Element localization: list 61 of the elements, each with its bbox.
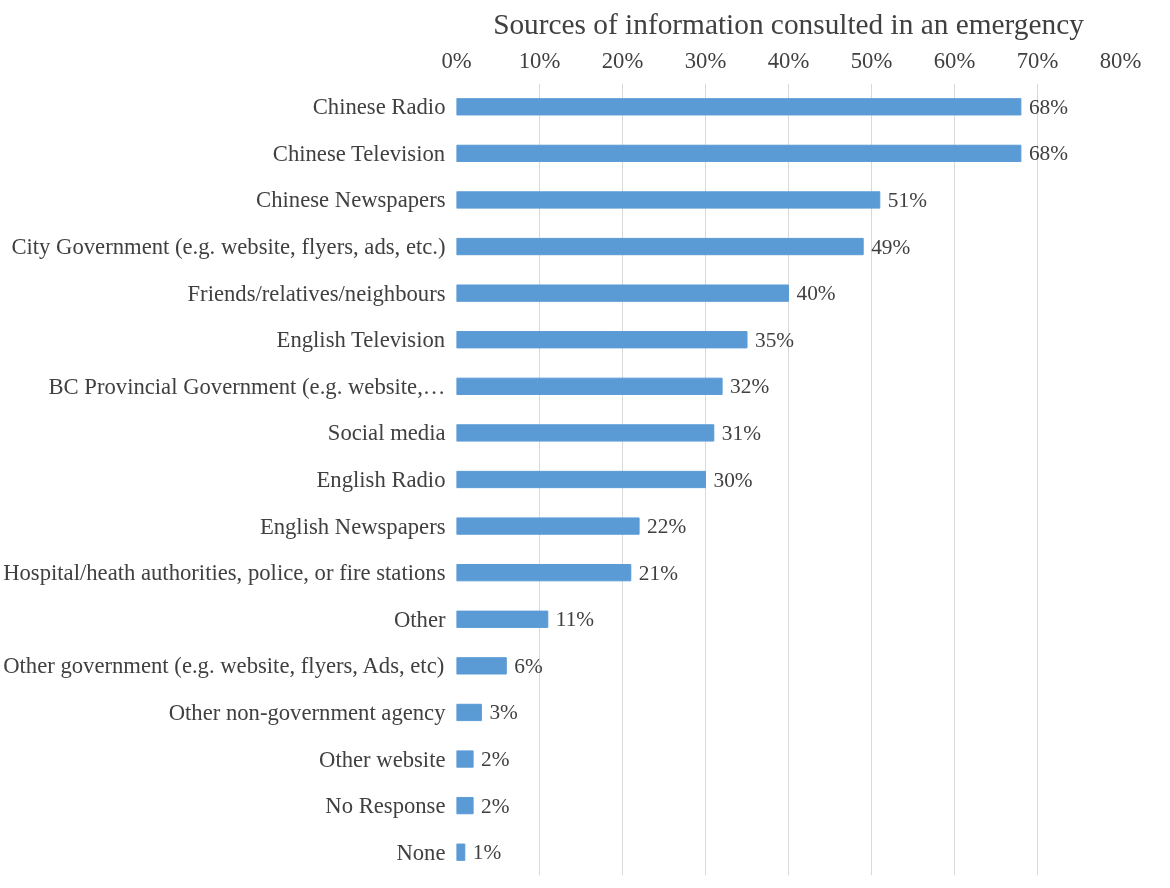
y-tick-label: BC Provincial Government (e.g. website,… <box>48 373 446 399</box>
bar <box>456 191 881 209</box>
bar <box>456 517 640 535</box>
data-label: 49% <box>871 234 911 259</box>
data-label: 32% <box>730 374 770 399</box>
data-label: 68% <box>1028 94 1069 119</box>
y-tick-label: Other website <box>319 746 446 772</box>
y-tick-label: Hospital/heath authorities, police, or fire stations <box>3 560 446 586</box>
x-tick-label: 40% <box>767 47 810 73</box>
y-tick-label: Other government (e.g. website, flyers, Ads, etc) <box>3 653 445 679</box>
y-tick-label: City Government (e.g. website, flyers, ads, etc.) <box>11 234 446 260</box>
y-tick-label: Other non-government agency <box>168 699 447 725</box>
data-label: 6% <box>514 653 543 678</box>
y-tick-label: No Response <box>325 793 446 819</box>
x-tick-label: 50% <box>850 47 893 73</box>
x-tick-label: 80% <box>1099 47 1142 73</box>
y-tick-label: Chinese Radio <box>312 94 446 120</box>
bar <box>456 750 474 768</box>
data-label: 30% <box>713 467 753 492</box>
data-label: 2% <box>481 793 510 818</box>
chart-title: Sources of information consulted in an emergency <box>493 7 1085 40</box>
bar <box>456 377 723 395</box>
data-label: 31% <box>721 420 762 445</box>
bar <box>456 284 789 302</box>
x-tick-label: 0% <box>441 47 472 73</box>
data-label: 2% <box>481 747 510 772</box>
bar <box>456 657 507 675</box>
x-tick-label: 30% <box>684 47 727 73</box>
y-tick-label: English Newspapers <box>259 513 446 539</box>
data-label: 1% <box>472 840 502 865</box>
bar <box>456 98 1022 116</box>
bar <box>456 564 632 582</box>
bar <box>456 331 748 349</box>
data-label: 40% <box>796 281 836 306</box>
bar <box>456 144 1022 163</box>
data-label: 21% <box>638 560 679 585</box>
data-label: 51% <box>887 187 928 212</box>
bar <box>456 237 864 256</box>
bar <box>456 796 474 815</box>
bar <box>456 843 466 861</box>
data-label: 3% <box>489 700 519 725</box>
y-tick-label: Other <box>393 606 446 632</box>
data-label: 35% <box>755 327 795 352</box>
x-tick-label: 20% <box>601 47 644 73</box>
x-tick-label: 60% <box>933 47 976 73</box>
x-tick-label: 70% <box>1016 47 1059 73</box>
y-tick-label: Social media <box>327 420 446 446</box>
y-tick-label: English Radio <box>316 467 446 492</box>
y-tick-label: Chinese Newspapers <box>256 187 446 213</box>
bar <box>456 470 706 489</box>
y-tick-label: English Television <box>276 327 446 353</box>
y-tick-label: None <box>396 839 446 865</box>
data-label: 22% <box>647 514 687 539</box>
data-label: 68% <box>1028 141 1069 166</box>
bar <box>456 424 715 442</box>
y-tick-label: Chinese Television <box>272 140 446 166</box>
bar <box>456 703 482 722</box>
bar <box>456 610 549 628</box>
y-tick-label: Friends/relatives/neighbours <box>187 280 446 306</box>
data-label: 11% <box>555 607 595 632</box>
x-tick-label: 10% <box>518 47 561 73</box>
